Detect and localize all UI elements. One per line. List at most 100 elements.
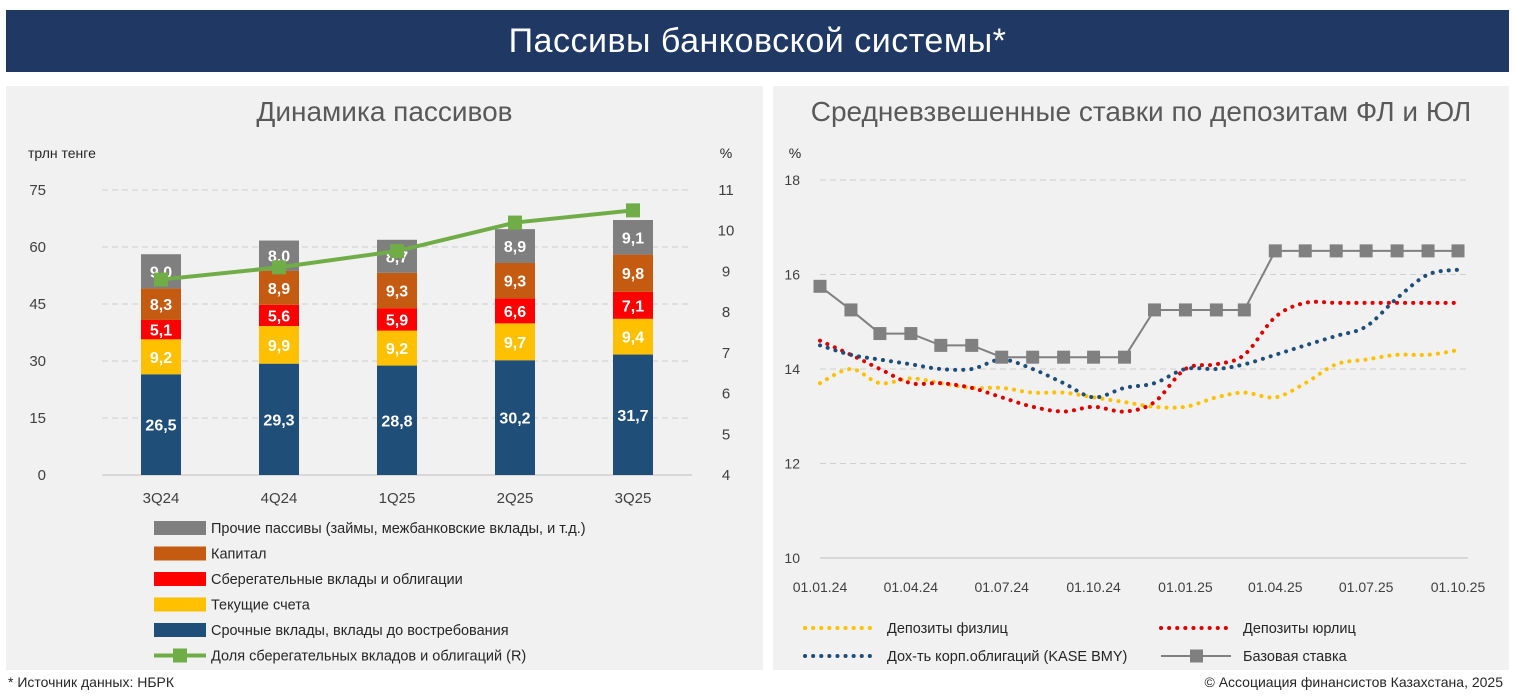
series-line-базовая-ставка <box>819 249 1458 359</box>
legend-swatch <box>154 521 206 535</box>
rates-chart-panel: Средневзвешенные ставки по депозитам ФЛ … <box>773 86 1509 670</box>
bar-segment <box>141 319 181 340</box>
series-marker-базовая-ставка <box>1237 303 1251 317</box>
x-tick-label: 01.01.25 <box>1158 579 1213 595</box>
bar-segment <box>613 318 653 355</box>
legend-swatch <box>154 623 206 637</box>
series-marker-базовая-ставка <box>1451 244 1465 258</box>
bar-segment <box>495 298 535 324</box>
x-tick-label: 4Q24 <box>261 490 298 507</box>
bar-value-label: 9,4 <box>622 330 644 347</box>
legend-label: Дох-ть корп.облигаций (KASE BMY) <box>887 649 1127 665</box>
share-line-marker <box>272 260 286 275</box>
series-marker-базовая-ставка <box>1329 244 1343 258</box>
x-tick-label: 01.10.24 <box>1066 579 1121 595</box>
bar-segment <box>141 288 181 320</box>
legend-label: Депозиты юрлиц <box>1243 621 1356 637</box>
bar-segment <box>259 304 299 327</box>
y-tick-label: 16 <box>784 267 800 283</box>
series-marker-базовая-ставка <box>1209 303 1223 317</box>
y-axis-title: % <box>789 145 801 161</box>
x-tick-label: 1Q25 <box>379 490 416 507</box>
series-marker-базовая-ставка <box>1147 303 1161 317</box>
x-tick-label: 01.07.24 <box>974 579 1029 595</box>
series-marker-базовая-ставка <box>904 327 918 341</box>
y-tick-label: 10 <box>784 550 800 566</box>
bar-value-label: 29,3 <box>263 412 294 429</box>
series-marker-базовая-ставка <box>1118 350 1132 364</box>
bar-segment <box>495 262 535 299</box>
series-line-дох-ть-корп-облигаций-kase-bmy <box>818 267 1460 400</box>
series-marker-базовая-ставка <box>1178 303 1192 317</box>
bar-segment <box>495 360 535 475</box>
bar-value-label: 8,9 <box>504 239 526 256</box>
left-y-tick-label: 0 <box>38 467 46 484</box>
y-tick-label: 12 <box>784 456 800 472</box>
x-tick-label: 01.04.25 <box>1248 579 1303 595</box>
series-marker-базовая-ставка <box>995 350 1009 364</box>
x-tick-label: 01.01.24 <box>793 579 848 595</box>
bar-segment <box>613 220 653 255</box>
bar-value-label: 9,1 <box>622 230 644 247</box>
bar-segment <box>259 363 299 475</box>
series-marker-базовая-ставка <box>1421 244 1435 258</box>
series-marker-базовая-ставка <box>1087 350 1101 364</box>
bar-value-label: 30,2 <box>499 411 530 428</box>
left-y-tick-label: 45 <box>29 296 46 313</box>
share-line-marker <box>390 244 404 259</box>
bar-value-label: 5,6 <box>268 308 290 325</box>
right-y-tick-label: 4 <box>722 467 730 484</box>
bar-value-label: 7,1 <box>622 298 644 315</box>
x-tick-label: 3Q24 <box>143 490 180 507</box>
bar-segment <box>613 354 653 475</box>
bar-value-label: 28,8 <box>381 413 412 430</box>
bar-segment <box>613 254 653 292</box>
legend-swatch-marker <box>1190 649 1203 663</box>
legend-label: Базовая ставка <box>1243 649 1348 665</box>
legend-label: Прочие пассивы (займы, межбанковские вкл… <box>211 521 586 537</box>
bar-segment <box>259 270 299 305</box>
bar-value-label: 9,3 <box>386 284 408 301</box>
bar-segment <box>495 229 535 263</box>
series-marker-базовая-ставка <box>1268 244 1282 258</box>
x-tick-label: 01.04.24 <box>884 579 939 595</box>
left-y-tick-label: 30 <box>29 353 46 370</box>
bar-value-label: 6,6 <box>504 304 526 321</box>
right-y-tick-label: 5 <box>722 426 730 443</box>
right-y-tick-label: 6 <box>722 386 730 403</box>
series-marker-базовая-ставка <box>934 338 948 352</box>
header-banner: Пассивы банковской системы* <box>6 10 1509 72</box>
x-tick-label: 2Q25 <box>497 490 534 507</box>
right-chart-title: Средневзвешенные ставки по депозитам ФЛ … <box>810 96 1472 127</box>
legend-swatch-marker <box>173 648 187 663</box>
legend-label: Депозиты физлиц <box>887 621 1008 637</box>
series-marker-базовая-ставка <box>844 303 858 317</box>
right-y-axis-title: % <box>720 145 732 161</box>
series-marker-базовая-ставка <box>1057 350 1071 364</box>
legend-label: Капитал <box>211 547 266 563</box>
series-marker-базовая-ставка <box>1298 244 1312 258</box>
legend-swatch <box>154 597 206 612</box>
right-y-tick-label: 8 <box>722 304 730 321</box>
y-tick-label: 18 <box>784 172 800 188</box>
legend-swatch <box>154 546 206 561</box>
bar-value-label: 5,1 <box>150 323 172 340</box>
series-marker-базовая-ставка <box>813 279 827 293</box>
x-tick-label: 3Q25 <box>615 490 652 507</box>
bar-segment <box>141 339 181 375</box>
bar-segment <box>495 323 535 361</box>
legend-label: Сберегательные вклады и облигации <box>211 572 463 588</box>
bar-value-label: 8,3 <box>150 297 172 314</box>
bar-segment <box>259 326 299 364</box>
bar-segment <box>141 374 181 475</box>
source-note: * Источник данных: НБРК <box>8 674 175 690</box>
y-tick-label: 14 <box>784 361 800 377</box>
series-line-депозиты-юрлиц <box>818 299 1460 414</box>
share-line-marker <box>508 215 522 230</box>
left-y-axis-title: трлн тенге <box>28 145 96 161</box>
bar-segment <box>377 308 417 331</box>
left-chart-title: Динамика пассивов <box>256 96 513 127</box>
bar-value-label: 5,9 <box>386 312 408 329</box>
right-y-tick-label: 10 <box>718 223 735 240</box>
bar-value-label: 8,9 <box>268 281 290 298</box>
